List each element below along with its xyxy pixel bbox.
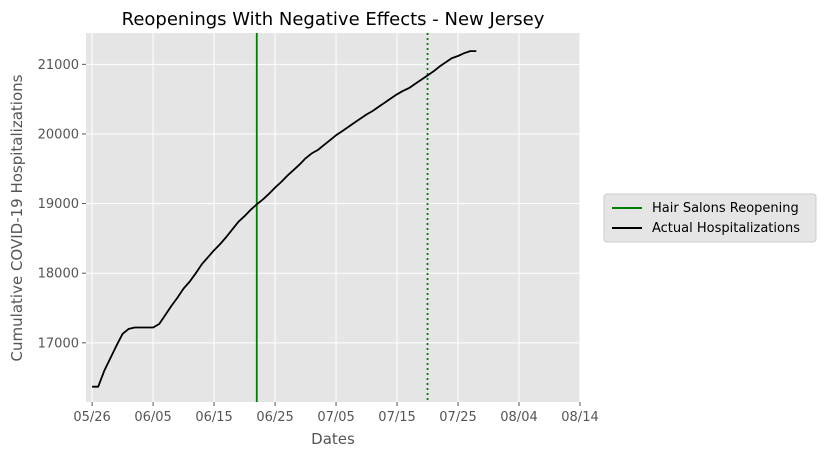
x-tick-label: 08/04 <box>500 410 537 425</box>
series-lines <box>92 50 477 388</box>
y-tick-label: 21000 <box>38 58 79 73</box>
x-tick-label: 07/15 <box>378 410 415 425</box>
x-tick-label: 07/05 <box>317 410 354 425</box>
x-tick-label: 06/15 <box>195 410 232 425</box>
y-axis-title: Cumulative COVID-19 Hospitalizations <box>8 74 26 361</box>
legend-box <box>603 193 817 243</box>
chart-title: Reopenings With Negative Effects - New J… <box>122 9 545 30</box>
y-axis-ticks: 17000 18000 19000 20000 21000 <box>38 58 86 351</box>
plot-background <box>86 33 580 402</box>
x-tick-label: 05/26 <box>73 410 110 425</box>
legend-label-actual-hospitalizations: Actual Hospitalizations <box>652 221 800 236</box>
y-tick-label: 18000 <box>38 267 79 282</box>
reference-lines <box>255 33 429 402</box>
y-tick-label: 20000 <box>38 127 79 142</box>
x-tick-label: 08/14 <box>561 410 598 425</box>
x-tick-label: 06/05 <box>134 410 171 425</box>
x-axis-ticks: 05/26 06/05 06/15 06/25 07/05 07/15 07/25 08/04… <box>73 402 599 425</box>
x-axis-title: Dates <box>311 430 355 448</box>
plot-area <box>86 33 581 402</box>
series-line-actual-hospitalizations <box>92 50 477 388</box>
legend-label-hair-salons: Hair Salons Reopening <box>652 201 799 216</box>
x-tick-label: 06/25 <box>256 410 293 425</box>
y-tick-label: 19000 <box>38 197 79 212</box>
x-tick-label: 07/25 <box>439 410 476 425</box>
y-tick-label: 17000 <box>38 336 79 351</box>
legend: Hair Salons Reopening Actual Hospitaliza… <box>603 193 817 243</box>
